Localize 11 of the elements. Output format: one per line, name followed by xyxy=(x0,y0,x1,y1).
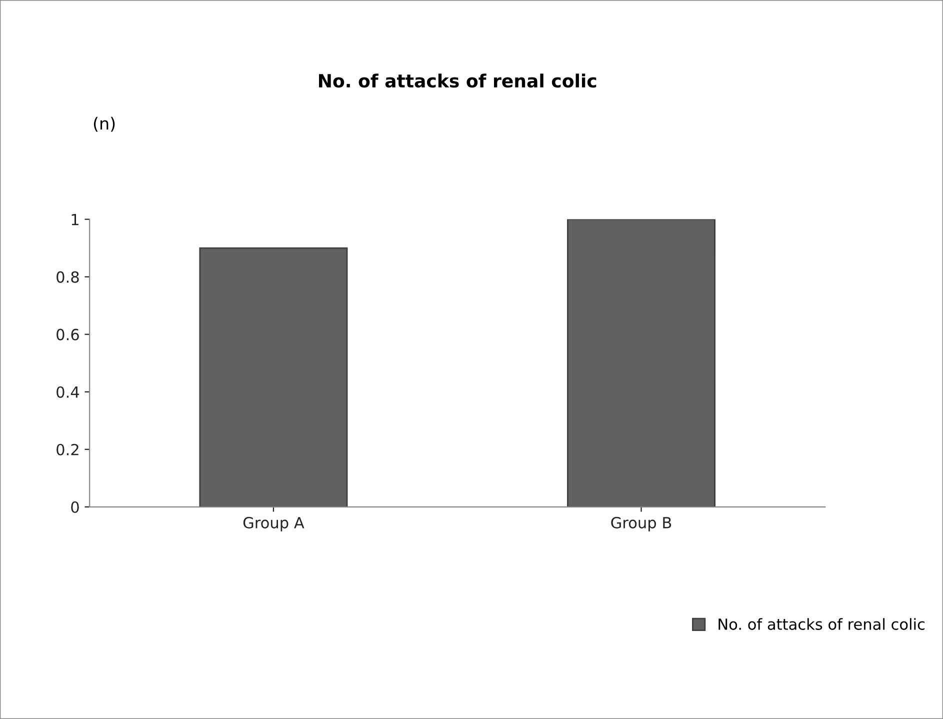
y-tick-label: 0.8 xyxy=(56,271,79,283)
y-tick-label: 0 xyxy=(71,501,79,513)
y-tick-label: 0.4 xyxy=(56,386,80,398)
y-axis-title: (n) xyxy=(94,116,115,132)
legend-label: No. of attacks of renal colic xyxy=(718,618,924,630)
y-tick-label: 0.2 xyxy=(56,444,78,456)
y-tick-label: 1 xyxy=(72,214,78,226)
y-tick-label: 0.6 xyxy=(56,328,79,340)
x-tick-label: Group B xyxy=(611,516,672,532)
x-tick-label: Group A xyxy=(243,516,304,532)
chart-title: No. of attacks of renal colic xyxy=(319,74,596,88)
